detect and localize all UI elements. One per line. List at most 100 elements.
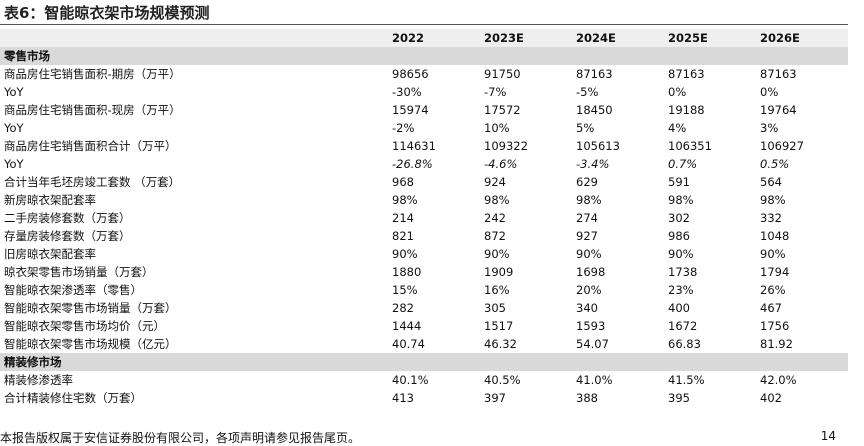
cell: 20% [576,283,602,297]
row-label: YoY [4,157,24,171]
cell: 400 [668,301,690,315]
cell: 968 [392,175,414,189]
data-row: 精装修渗透率 40.1% 40.5% 41.0% 41.5% 42.0% [0,371,848,389]
data-row: 智能晾衣架零售市场销量（万套） 282 305 340 400 467 [0,299,848,317]
data-row: 二手房装修套数（万套） 214 242 274 302 332 [0,209,848,227]
cell: 395 [668,391,690,405]
cell: 1880 [392,265,422,279]
cell: 109322 [484,139,528,153]
data-row: 晾衣架零售市场销量（万套） 1880 1909 1698 1738 1794 [0,263,848,281]
cell: 986 [668,229,690,243]
disclaimer: 本报告版权属于安信证券股份有限公司，各项声明请参见报告尾页。 [0,431,361,445]
header-cell: 2024E [572,29,664,47]
cell: -4.6% [484,157,518,171]
cell: 90% [760,247,786,261]
cell: 1738 [668,265,698,279]
cell: -3.4% [576,157,610,171]
header-cell [0,29,388,47]
cell: 17572 [484,103,521,117]
cell: 66.83 [668,337,701,351]
data-row: 新房晾衣架配套率 98% 98% 98% 98% 98% [0,191,848,209]
section-row: 精装修市场 [0,353,848,371]
row-label: 晾衣架零售市场销量（万套） [4,265,154,279]
header-cell: 2026E [756,29,848,47]
data-row: 旧房晾衣架配套率 90% 90% 90% 90% 90% [0,245,848,263]
cell: 214 [392,211,414,225]
cell: 26% [760,283,786,297]
cell: 1672 [668,319,698,333]
cell: 90% [392,247,418,261]
row-label: 智能晾衣架零售市场销量（万套） [4,301,177,315]
cell: 302 [668,211,690,225]
cell: 467 [760,301,782,315]
section-label: 零售市场 [0,47,848,65]
cell: 98% [392,193,418,207]
row-label: 旧房晾衣架配套率 [4,247,96,261]
row-label: YoY [4,85,24,99]
cell: 872 [484,229,506,243]
cell: 5% [576,121,595,135]
cell: 0% [760,85,779,99]
cell: 274 [576,211,598,225]
cell: 564 [760,175,782,189]
title-rule [0,24,848,25]
cell: 106351 [668,139,712,153]
table: 2022 2023E 2024E 2025E 2026E 零售市场 商品房住宅销售面积-期房… [0,29,848,407]
table-title: 表6：智能晾衣架市场规模预测 [4,4,210,22]
header-cell: 2023E [480,29,572,47]
cell: 1593 [576,319,606,333]
data-row: 智能晾衣架零售市场均价（元） 1444 1517 1593 1672 1756 [0,317,848,335]
cell: 1909 [484,265,514,279]
cell: 98% [668,193,694,207]
cell: -5% [576,85,599,99]
cell: -2% [392,121,415,135]
data-row: YoY -2% 10% 5% 4% 3% [0,119,848,137]
cell: 3% [760,121,779,135]
section-label: 精装修市场 [0,353,848,371]
cell: 105613 [576,139,620,153]
data-row: 商品房住宅销售面积-现房（万平） 15974 17572 18450 19188 1976… [0,101,848,119]
cell: 629 [576,175,598,189]
cell: 0.5% [760,157,790,171]
data-row: YoY -26.8% -4.6% -3.4% 0.7% 0.5% [0,155,848,173]
cell: 19764 [760,103,797,117]
cell: 114631 [392,139,436,153]
cell: 305 [484,301,506,315]
cell: 90% [668,247,694,261]
row-label: 智能晾衣架零售市场均价（元） [4,319,165,333]
cell: 1756 [760,319,790,333]
cell: -7% [484,85,507,99]
cell: 41.5% [668,373,705,387]
cell: 23% [668,283,694,297]
cell: 18450 [576,103,613,117]
cell: 10% [484,121,510,135]
row-label: 商品房住宅销售面积-期房（万平） [4,67,181,81]
cell: 15974 [392,103,429,117]
cell: 41.0% [576,373,613,387]
cell: 40.1% [392,373,429,387]
data-row: 合计当年毛坯房竣工套数 （万套） 968 924 629 591 564 [0,173,848,191]
header-cell: 2022 [388,29,480,47]
cell: 90% [576,247,602,261]
data-row: 商品房住宅销售面积-期房（万平） 98656 91750 87163 87163 8716… [0,65,848,83]
cell: 40.5% [484,373,521,387]
cell: 87163 [760,67,797,81]
cell: 1048 [760,229,790,243]
cell: 4% [668,121,687,135]
row-label: 智能晾衣架零售市场规模（亿元） [4,337,177,351]
cell: 821 [392,229,414,243]
cell: 98% [576,193,602,207]
row-label: 新房晾衣架配套率 [4,193,96,207]
data-row: 合计精装修住宅数（万套） 413 397 388 395 402 [0,389,848,407]
data-row: 智能晾衣架渗透率（零售） 15% 16% 20% 23% 26% [0,281,848,299]
cell: 340 [576,301,598,315]
cell: 81.92 [760,337,793,351]
cell: 46.32 [484,337,517,351]
cell: 413 [392,391,414,405]
cell: 16% [484,283,510,297]
cell: 0.7% [668,157,698,171]
cell: 90% [484,247,510,261]
cell: -30% [392,85,422,99]
cell: 1794 [760,265,790,279]
